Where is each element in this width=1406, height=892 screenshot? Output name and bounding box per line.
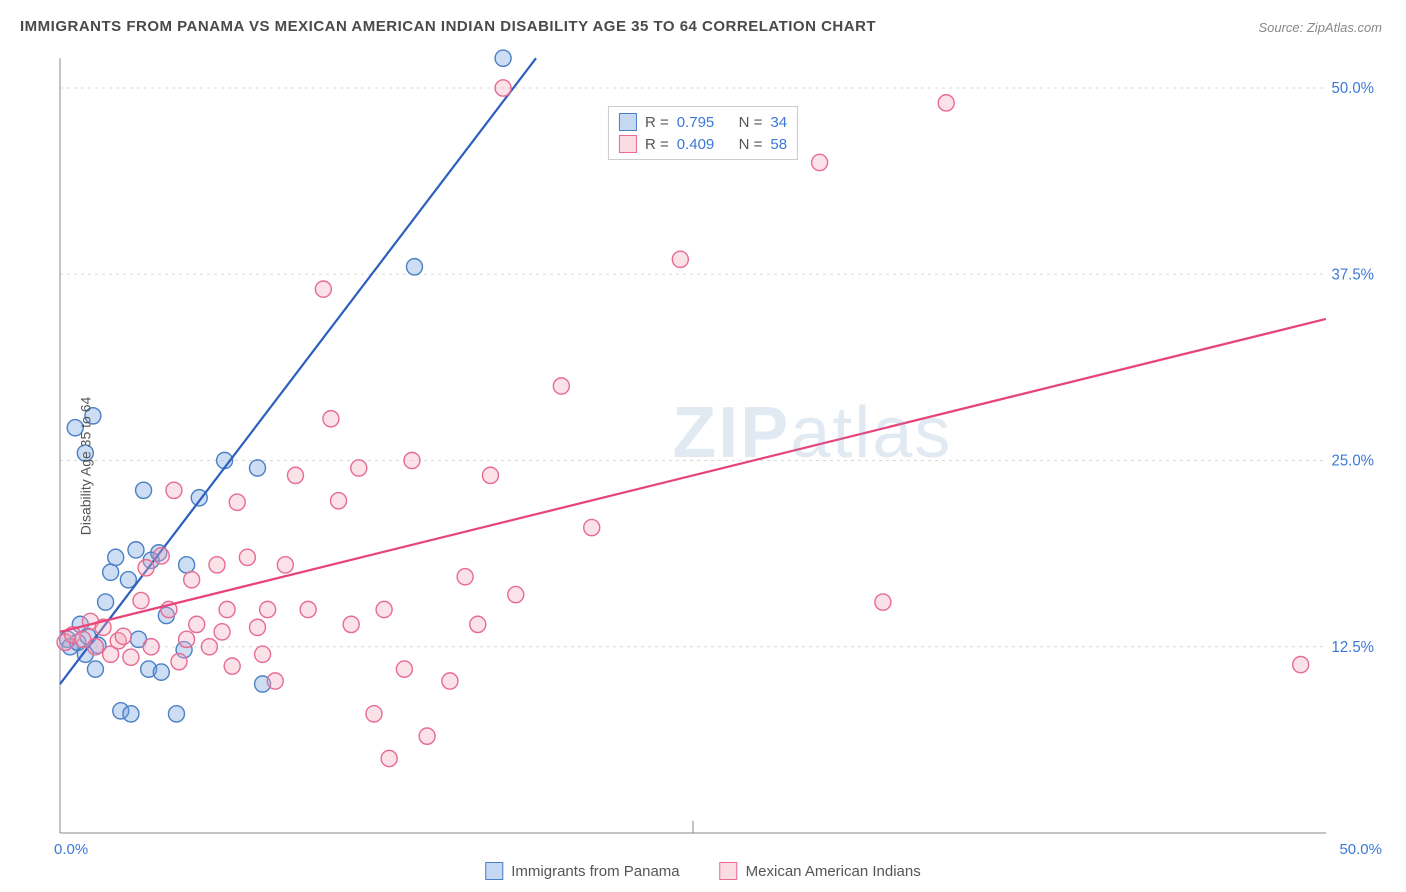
n-value-mexican: 58 bbox=[770, 136, 787, 153]
svg-text:12.5%: 12.5% bbox=[1332, 639, 1374, 656]
r-value-panama: 0.795 bbox=[677, 114, 715, 131]
svg-text:50.0%: 50.0% bbox=[1332, 80, 1374, 97]
r-label: R = bbox=[645, 136, 669, 153]
scatter-plot: 12.5% 25.0% 37.5% 50.0% bbox=[20, 48, 1386, 884]
x-axis-min-label: 0.0% bbox=[54, 841, 88, 858]
legend-label-panama: Immigrants from Panama bbox=[511, 863, 679, 880]
swatch-mexican bbox=[619, 135, 637, 153]
svg-text:25.0%: 25.0% bbox=[1332, 452, 1374, 469]
legend-swatch-mexican bbox=[720, 862, 738, 880]
y-axis-label: Disability Age 35 to 64 bbox=[77, 397, 93, 536]
r-value-mexican: 0.409 bbox=[677, 136, 715, 153]
series-legend: Immigrants from Panama Mexican American … bbox=[485, 862, 920, 880]
legend-item-mexican: Mexican American Indians bbox=[720, 862, 921, 880]
r-label: R = bbox=[645, 114, 669, 131]
stats-row-panama: R = 0.795 N = 34 bbox=[619, 111, 787, 133]
n-label: N = bbox=[739, 114, 763, 131]
chart-title: IMMIGRANTS FROM PANAMA VS MEXICAN AMERIC… bbox=[20, 18, 876, 35]
legend-label-mexican: Mexican American Indians bbox=[746, 863, 921, 880]
stats-legend: R = 0.795 N = 34 R = 0.409 N = 58 bbox=[608, 106, 798, 160]
svg-text:37.5%: 37.5% bbox=[1332, 266, 1374, 283]
n-label: N = bbox=[739, 136, 763, 153]
legend-item-panama: Immigrants from Panama bbox=[485, 862, 679, 880]
chart-container: Disability Age 35 to 64 ZIPatlas 12.5%25… bbox=[20, 48, 1386, 884]
stats-row-mexican: R = 0.409 N = 58 bbox=[619, 133, 787, 155]
source-attribution: Source: ZipAtlas.com bbox=[1258, 20, 1382, 35]
legend-swatch-panama bbox=[485, 862, 503, 880]
swatch-panama bbox=[619, 113, 637, 131]
x-axis-max-label: 50.0% bbox=[1339, 841, 1382, 858]
n-value-panama: 34 bbox=[770, 114, 787, 131]
